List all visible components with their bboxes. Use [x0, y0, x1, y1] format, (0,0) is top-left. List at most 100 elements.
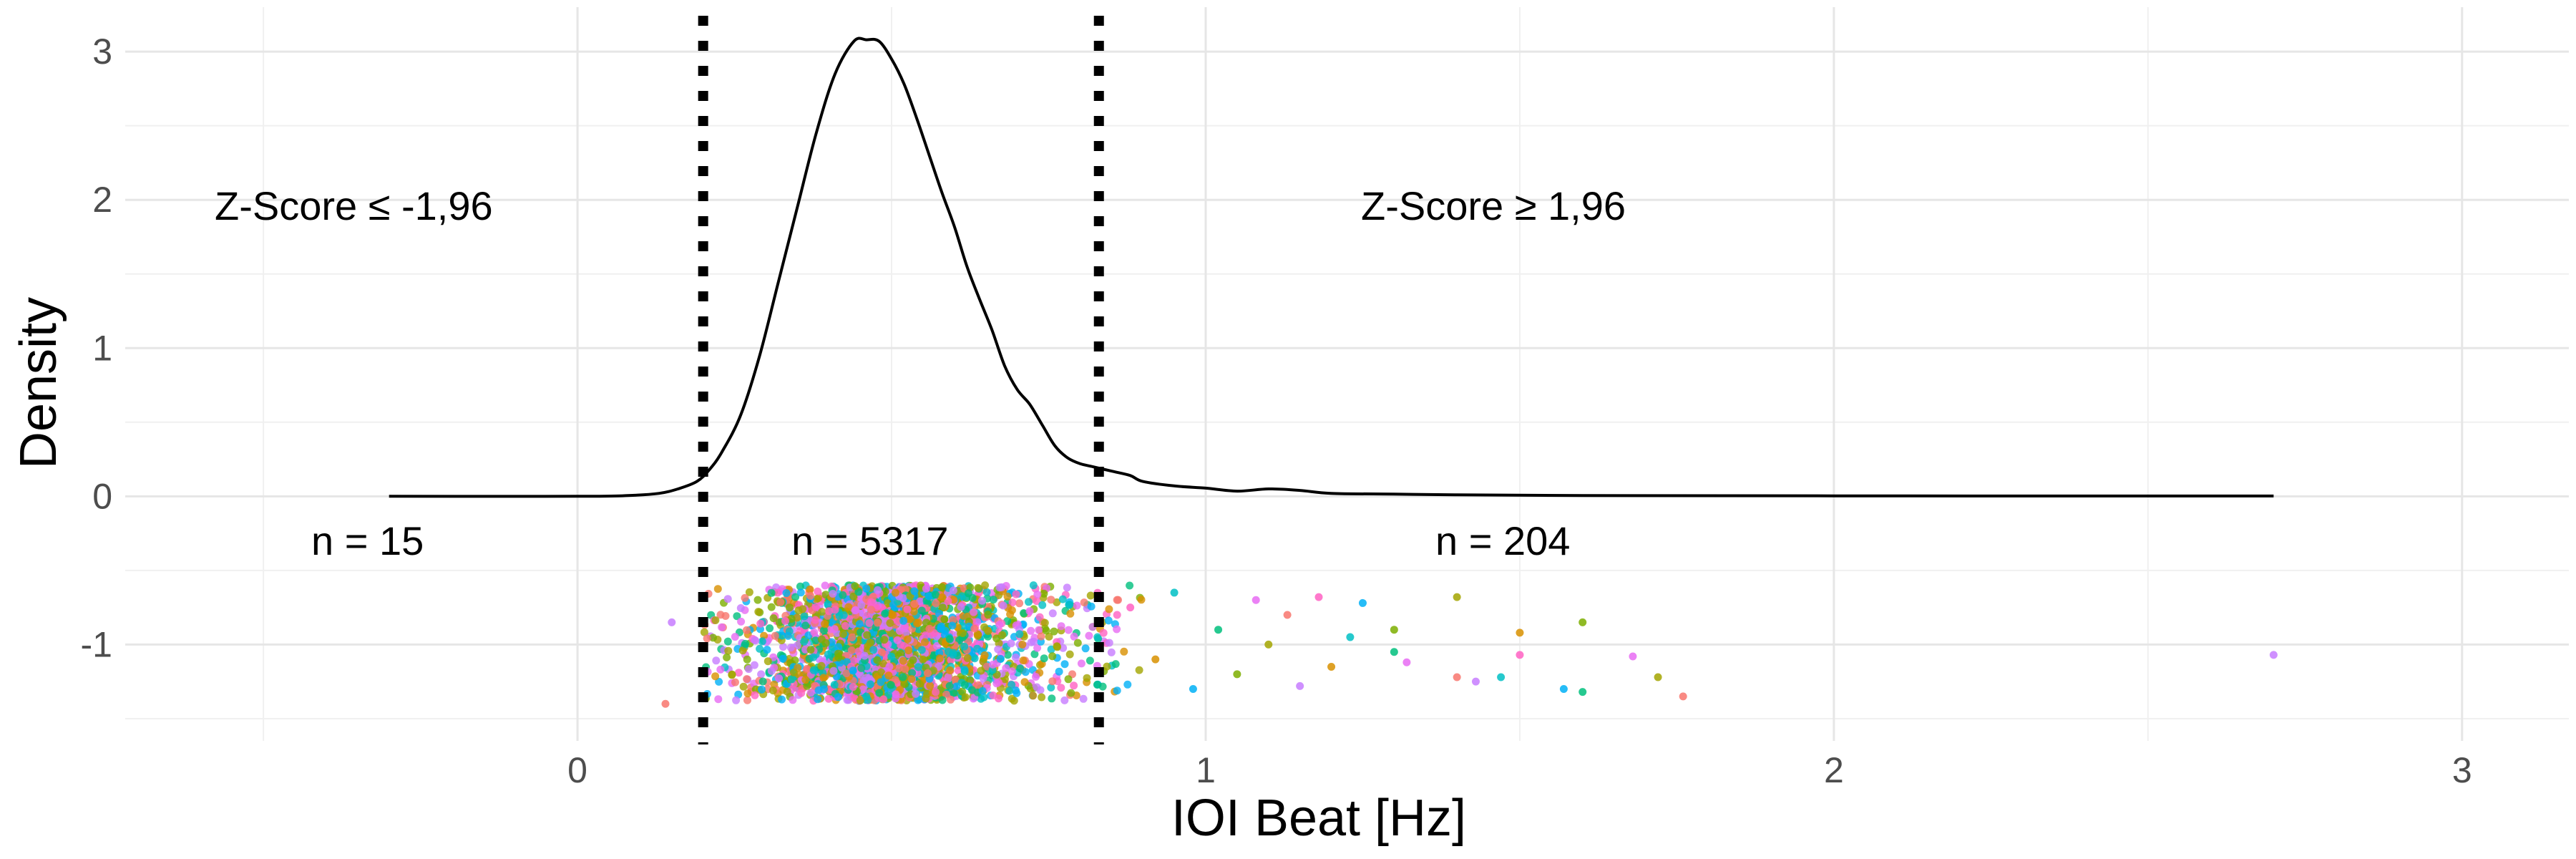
jitter-point: [753, 596, 762, 604]
jitter-point: [924, 669, 932, 677]
jitter-point: [887, 610, 896, 618]
jitter-point: [771, 631, 779, 640]
jitter-point: [1006, 610, 1015, 618]
jitter-point: [864, 642, 872, 651]
jitter-point: [1007, 639, 1015, 648]
jitter-point: [879, 695, 888, 704]
jitter-point: [1087, 602, 1096, 611]
jitter-point: [801, 676, 810, 684]
jitter-point: [756, 619, 765, 628]
jitter-point: [869, 646, 878, 654]
jitter-point-outlier: [1516, 629, 1524, 637]
jitter-point: [1012, 590, 1020, 598]
jitter-point: [892, 690, 900, 699]
jitter-point: [1030, 637, 1038, 646]
jitter-point: [789, 696, 797, 704]
jitter-point: [834, 643, 843, 651]
y-tick-label: 2: [92, 180, 112, 220]
jitter-point: [1015, 599, 1024, 608]
jitter-point: [899, 656, 907, 665]
jitter-point: [1113, 596, 1121, 604]
jitter-point: [732, 696, 741, 704]
jitter-point: [758, 685, 766, 694]
jitter-point: [824, 600, 832, 608]
jitter-point: [1013, 689, 1021, 697]
jitter-point: [1057, 684, 1065, 692]
jitter-point: [806, 689, 815, 697]
jitter-point-outlier: [1390, 648, 1398, 656]
jitter-point: [781, 617, 789, 625]
jitter-point: [891, 588, 899, 597]
jitter-point: [1038, 693, 1046, 702]
jitter-point: [878, 648, 886, 656]
jitter-point: [813, 595, 821, 603]
jitter-point: [874, 586, 882, 594]
jitter-point: [803, 664, 811, 673]
jitter-point-outlier: [2269, 651, 2278, 659]
jitter-point: [745, 588, 753, 596]
jitter-point: [945, 681, 954, 690]
jitter-point: [980, 693, 988, 702]
x-tick-label: 0: [567, 750, 587, 790]
jitter-point: [1016, 664, 1025, 673]
jitter-point: [801, 621, 810, 630]
jitter-point: [793, 641, 801, 650]
jitter-point: [819, 674, 828, 682]
jitter-point: [839, 630, 847, 639]
jitter-point: [800, 612, 809, 621]
jitter-point: [736, 604, 745, 612]
jitter-point: [767, 666, 776, 675]
jitter-point: [938, 593, 947, 601]
jitter-point: [1047, 684, 1055, 691]
jitter-point: [880, 636, 889, 644]
jitter-point: [910, 600, 919, 608]
jitter-point: [1058, 595, 1067, 603]
jitter-point: [733, 612, 741, 621]
jitter-point-outlier: [1453, 593, 1461, 601]
jitter-point: [1098, 682, 1107, 691]
jitter-point: [855, 636, 864, 645]
jitter-point: [901, 664, 909, 673]
y-tick-label: 0: [92, 476, 112, 516]
jitter-point: [841, 621, 849, 630]
jitter-point-outlier: [1679, 692, 1687, 701]
jitter-point: [980, 651, 989, 659]
jitter-point: [806, 646, 815, 654]
jitter-point: [992, 679, 1001, 688]
jitter-point: [1040, 589, 1048, 598]
x-tick-label: 1: [1196, 750, 1216, 790]
jitter-point: [970, 624, 979, 633]
jitter-point: [1025, 598, 1033, 606]
jitter-point: [895, 626, 904, 635]
jitter-point: [957, 592, 966, 601]
jitter-point: [797, 689, 806, 697]
jitter-point: [1018, 640, 1027, 649]
jitter-point: [1070, 681, 1078, 690]
jitter-point: [1064, 675, 1073, 684]
jitter-point: [742, 626, 751, 634]
jitter-point: [949, 586, 957, 595]
jitter-point-outlier: [1296, 681, 1304, 690]
jitter-point-outlier: [1189, 685, 1197, 694]
jitter-point: [796, 588, 805, 597]
jitter-point: [906, 615, 914, 623]
jitter-point: [1003, 651, 1012, 659]
jitter-point: [1135, 666, 1143, 674]
jitter-point: [960, 681, 969, 689]
jitter-point: [1048, 694, 1056, 703]
jitter-point: [743, 675, 751, 684]
jitter-point: [791, 593, 800, 601]
jitter-point: [829, 590, 837, 598]
jitter-point-outlier: [1214, 626, 1223, 634]
jitter-point: [893, 636, 902, 644]
jitter-point: [844, 603, 853, 611]
jitter-point: [856, 697, 864, 705]
jitter-point: [831, 606, 839, 614]
jitter-point: [1113, 611, 1121, 619]
jitter-point: [910, 587, 919, 596]
jitter-point: [877, 678, 885, 686]
jitter-point: [783, 687, 791, 696]
jitter-point: [739, 682, 748, 691]
jitter-point: [1093, 633, 1102, 641]
jitter-point: [827, 638, 836, 646]
